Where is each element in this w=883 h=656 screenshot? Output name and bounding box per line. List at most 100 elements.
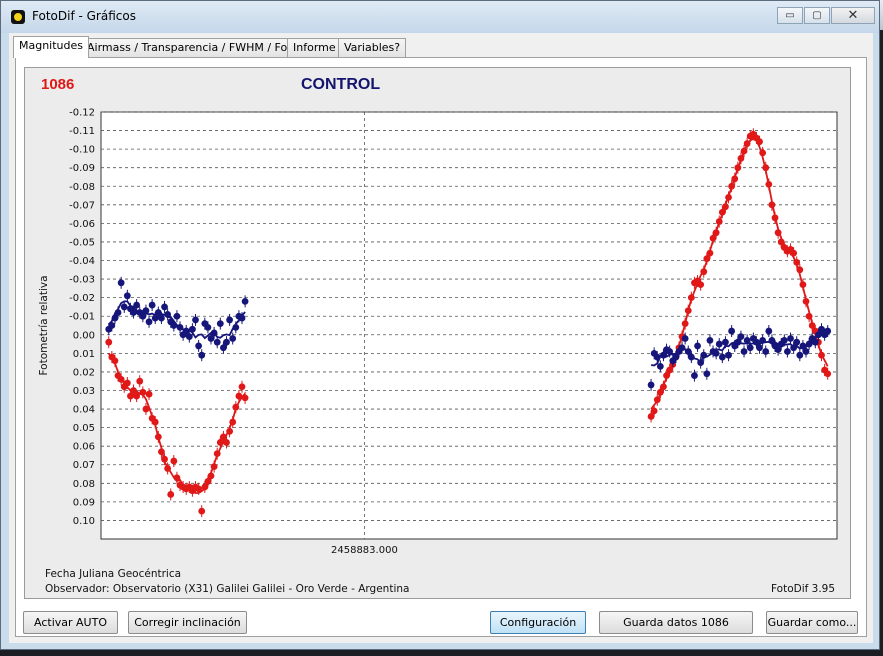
x-tick-label: 2458883.000 xyxy=(331,545,398,556)
y-tick-label: -0.01 xyxy=(69,312,95,323)
data-point-series-1 xyxy=(681,335,689,342)
data-point-series-1 xyxy=(740,348,748,355)
data-point-series-0 xyxy=(170,457,178,465)
y-tick-label: 0.08 xyxy=(73,479,95,490)
guardar-como-button[interactable]: Guardar como... xyxy=(766,611,858,634)
data-point-series-0 xyxy=(195,485,203,493)
data-point-series-1 xyxy=(111,314,119,322)
data-point-series-1 xyxy=(164,310,172,318)
data-point-series-0 xyxy=(229,418,237,426)
corregir-inclinacion-button[interactable]: Corregir inclinación xyxy=(128,611,247,634)
data-point-series-0 xyxy=(718,208,726,216)
data-point-series-0 xyxy=(709,234,717,242)
data-point-series-0 xyxy=(824,370,832,378)
data-point-series-1 xyxy=(712,349,720,357)
data-point-series-1 xyxy=(728,327,736,335)
x-axis-caption: Fecha Juliana Geocéntrica xyxy=(45,568,182,580)
data-point-series-1 xyxy=(787,335,794,342)
data-point-series-1 xyxy=(185,333,193,341)
data-point-series-0 xyxy=(700,268,708,276)
data-point-series-0 xyxy=(223,439,230,446)
data-point-series-1 xyxy=(647,381,655,389)
data-point-series-1 xyxy=(123,292,131,300)
data-point-series-1 xyxy=(158,314,165,322)
data-point-series-1 xyxy=(117,279,125,287)
data-point-series-1 xyxy=(192,316,199,324)
data-point-series-0 xyxy=(210,463,218,470)
data-point-series-0 xyxy=(663,372,670,380)
data-point-series-1 xyxy=(232,323,240,331)
guarda-datos-button[interactable]: Guarda datos 1086 xyxy=(599,611,753,634)
tab-airmass[interactable]: Airmass / Transparencia / FWHM / Fondo xyxy=(81,38,314,57)
tab-variables[interactable]: Variables? xyxy=(338,38,407,57)
data-point-series-1 xyxy=(703,370,711,378)
y-tick-label: 0.06 xyxy=(73,442,95,453)
data-point-series-0 xyxy=(743,140,751,147)
y-tick-label: 0.09 xyxy=(73,497,95,508)
data-point-series-1 xyxy=(241,297,249,305)
data-point-series-1 xyxy=(161,303,168,311)
data-point-series-1 xyxy=(148,301,156,309)
data-point-series-1 xyxy=(715,340,723,348)
data-point-series-1 xyxy=(195,342,203,350)
data-point-series-0 xyxy=(796,266,804,274)
configuracion-button[interactable]: Configuración xyxy=(490,611,586,634)
data-point-series-1 xyxy=(722,338,729,346)
y-tick-label: -0.10 xyxy=(69,145,95,156)
data-point-series-0 xyxy=(666,366,674,374)
data-point-series-0 xyxy=(808,322,816,329)
data-point-series-1 xyxy=(687,353,695,361)
data-point-series-1 xyxy=(805,340,813,348)
data-point-series-0 xyxy=(697,281,705,289)
maximize-button[interactable]: ▢ xyxy=(804,7,830,24)
data-point-series-0 xyxy=(127,392,134,400)
data-point-series-0 xyxy=(173,474,181,482)
activar-auto-button[interactable]: Activar AUTO xyxy=(23,611,118,634)
data-point-series-1 xyxy=(790,344,798,352)
data-point-series-0 xyxy=(805,312,813,320)
data-point-series-1 xyxy=(656,362,664,370)
data-point-series-1 xyxy=(145,318,153,326)
data-point-series-0 xyxy=(706,249,714,257)
tab-informe[interactable]: Informe xyxy=(287,38,342,57)
data-point-series-1 xyxy=(743,336,751,344)
data-point-series-0 xyxy=(768,201,776,209)
data-point-series-0 xyxy=(145,390,153,398)
y-tick-label: -0.08 xyxy=(69,182,95,193)
data-point-series-0 xyxy=(164,465,172,472)
window-title: FotoDif - Gráficos xyxy=(32,9,136,23)
app-icon xyxy=(11,10,25,24)
data-point-series-1 xyxy=(154,309,162,316)
data-point-series-0 xyxy=(799,281,807,289)
y-tick-label: 0.01 xyxy=(73,349,95,360)
data-point-series-0 xyxy=(204,478,212,485)
title-bar[interactable]: FotoDif - Gráficos ▭ ▢ ✕ xyxy=(1,1,879,33)
data-point-series-0 xyxy=(158,448,165,456)
data-point-series-1 xyxy=(718,353,726,361)
data-point-series-0 xyxy=(220,433,227,441)
data-point-series-1 xyxy=(120,303,128,311)
data-point-series-1 xyxy=(815,331,822,339)
tab-magnitudes[interactable]: Magnitudes xyxy=(13,36,90,58)
data-point-series-0 xyxy=(161,455,168,463)
data-point-series-0 xyxy=(802,297,810,305)
data-point-series-1 xyxy=(759,336,767,344)
data-point-series-1 xyxy=(666,348,674,355)
data-point-series-1 xyxy=(108,322,116,329)
y-tick-label: 0.10 xyxy=(73,516,95,527)
data-point-series-1 xyxy=(694,342,701,350)
data-point-series-0 xyxy=(232,403,240,411)
data-point-series-1 xyxy=(734,338,742,346)
data-point-series-0 xyxy=(151,418,159,426)
data-point-series-1 xyxy=(706,336,714,344)
minimize-button[interactable]: ▭ xyxy=(777,7,803,24)
y-tick-label: -0.06 xyxy=(69,219,95,230)
close-button[interactable]: ✕ xyxy=(831,7,875,24)
data-point-series-0 xyxy=(201,483,209,491)
data-point-series-0 xyxy=(818,351,825,359)
data-point-series-0 xyxy=(111,357,119,365)
version-label: FotoDif 3.95 xyxy=(771,583,836,595)
data-point-series-0 xyxy=(740,147,748,155)
y-tick-label: 0.07 xyxy=(73,460,95,471)
